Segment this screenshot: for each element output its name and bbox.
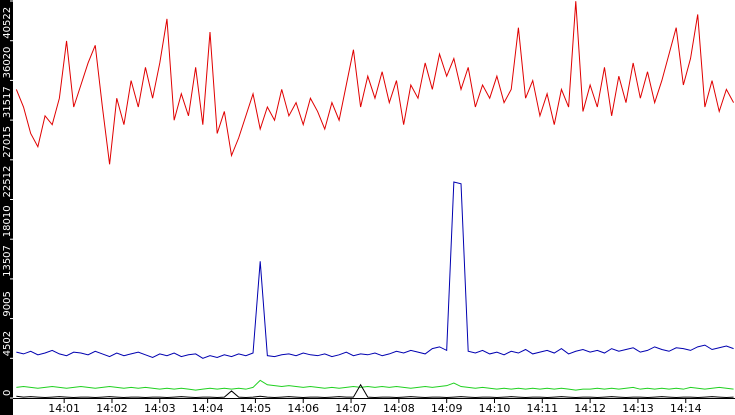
y-tick-label: 27015: [2, 126, 13, 158]
series-line: [16, 379, 734, 391]
y-tick-label: 18010: [2, 205, 13, 237]
y-tick-label: 13507: [2, 245, 13, 277]
x-tick-label: 14:09: [431, 402, 463, 415]
x-tick-label: 14:05: [240, 402, 272, 415]
x-tick-label: 14:06: [287, 402, 319, 415]
x-tick-label: 14:01: [48, 402, 80, 415]
y-tick-label: 22512: [2, 166, 13, 198]
x-tick-label: 14:10: [479, 402, 511, 415]
x-tick-label: 14:13: [622, 402, 654, 415]
x-tick-label: 14:11: [526, 402, 558, 415]
y-tick-label: 4502: [2, 331, 13, 356]
x-tick-label: 14:08: [383, 402, 415, 415]
x-tick-label: 14:07: [335, 402, 367, 415]
x-tick-label: 14:04: [192, 402, 224, 415]
y-tick-label: 0: [2, 390, 13, 396]
x-tick-label: 14:12: [574, 402, 606, 415]
x-tick-label: 14:03: [144, 402, 176, 415]
y-tick-label: 9005: [2, 291, 13, 316]
y-axis-strip: [0, 0, 13, 415]
y-tick-label: 31517: [2, 86, 13, 118]
series-line: [15, 1, 735, 165]
series-line: [16, 181, 734, 359]
x-tick-label: 14:14: [670, 402, 702, 415]
series-line: [16, 383, 734, 399]
x-tick-label: 14:02: [96, 402, 128, 415]
y-tick-label: 40522: [2, 7, 13, 39]
y-tick-label: 36020: [2, 47, 13, 79]
